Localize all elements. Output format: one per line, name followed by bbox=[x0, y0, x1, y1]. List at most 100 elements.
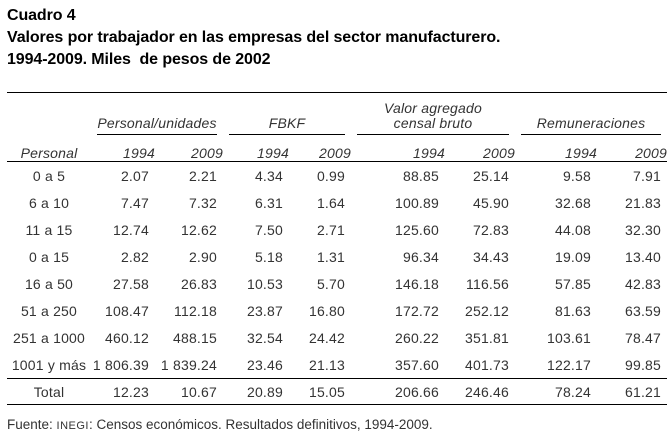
cell-value: 7.32 bbox=[188, 194, 217, 211]
corner-cell bbox=[7, 93, 91, 136]
cell-value: 34.43 bbox=[472, 248, 509, 265]
cell-value: 7.50 bbox=[254, 221, 283, 238]
cell-value: 172.72 bbox=[394, 302, 439, 319]
cell-value: 16.80 bbox=[308, 302, 345, 319]
row-label: 51 a 250 bbox=[20, 302, 78, 319]
cell-value: 32.54 bbox=[246, 329, 283, 346]
row-label: 11 a 15 bbox=[25, 221, 73, 238]
cell-value: 460.12 bbox=[104, 329, 149, 346]
row-label: 16 a 50 bbox=[24, 275, 74, 292]
table-caption: Cuadro 4 Valores por trabajador en las e… bbox=[7, 5, 671, 71]
table-row: 6 a 10 7.47 7.32 6.31 1.64 100.89 45.90 … bbox=[7, 189, 667, 216]
year-column-header: 1994 bbox=[91, 135, 155, 162]
cell-value: 401.73 bbox=[464, 356, 509, 373]
cell-value: 2.82 bbox=[120, 248, 149, 265]
table-row: 1001 y más 1 806.39 1 839.24 23.46 21.13… bbox=[7, 351, 667, 379]
year-column-header: 2009 bbox=[289, 135, 351, 162]
cell-value: 103.61 bbox=[546, 329, 591, 346]
cell-value: 20.89 bbox=[223, 378, 289, 405]
cell-value: 5.18 bbox=[254, 248, 283, 265]
cell-value: 10.67 bbox=[155, 378, 223, 405]
table-number: Cuadro 4 bbox=[7, 7, 76, 24]
row-label: 1001 y más bbox=[11, 356, 87, 373]
table-title-line2: 1994-2009. Miles de pesos de 2002 bbox=[7, 51, 271, 68]
cell-value: 112.18 bbox=[174, 302, 217, 319]
cell-value: 61.21 bbox=[597, 378, 668, 405]
cell-value: 1 839.24 bbox=[160, 356, 217, 373]
cell-value: 27.58 bbox=[112, 275, 149, 292]
cell-value: 0.99 bbox=[316, 167, 345, 184]
cell-value: 24.42 bbox=[308, 329, 345, 346]
cell-value: 488.15 bbox=[172, 329, 217, 346]
year-column-header: 1994 bbox=[223, 135, 289, 162]
column-group-remuneraciones: Remuneraciones bbox=[515, 93, 667, 135]
cell-value: 78.24 bbox=[515, 378, 597, 405]
year-column-header: 1994 bbox=[351, 135, 445, 162]
cell-value: 6.31 bbox=[254, 194, 283, 211]
table-row: 251 a 1000 460.12 488.15 32.54 24.42 260… bbox=[7, 324, 667, 351]
column-group-valor-agregado: Valor agregado censal bruto bbox=[351, 93, 515, 135]
cell-value: 15.05 bbox=[289, 378, 351, 405]
cell-value: 88.85 bbox=[402, 167, 439, 184]
cell-value: 1.31 bbox=[316, 248, 345, 265]
cell-value: 12.74 bbox=[112, 221, 149, 238]
cell-value: 125.60 bbox=[394, 221, 439, 238]
group-underline: Valor agregado censal bruto bbox=[357, 101, 509, 135]
cell-value: 32.68 bbox=[554, 194, 591, 211]
source-text: : Censos económicos. Resultados definiti… bbox=[88, 417, 433, 432]
year-column-header: 1994 bbox=[515, 135, 597, 162]
cell-value: 32.30 bbox=[624, 221, 662, 238]
table-row: 0 a 15 2.82 2.90 5.18 1.31 96.34 34.43 1… bbox=[7, 243, 667, 270]
column-group-fbkf: FBKF bbox=[223, 93, 351, 135]
cell-value: 63.59 bbox=[624, 302, 662, 319]
cell-value: 99.85 bbox=[624, 356, 662, 373]
column-group-personal-unidades: Personal/unidades bbox=[91, 93, 223, 135]
cell-value: 2.71 bbox=[316, 221, 345, 238]
column-group-row: Personal/unidades FBKF Valor agregado ce… bbox=[7, 93, 667, 136]
cell-value: 108.47 bbox=[104, 302, 149, 319]
total-row: Total 12.23 10.67 20.89 15.05 206.66 246… bbox=[7, 378, 668, 405]
cell-value: 1 806.39 bbox=[92, 356, 149, 373]
group-label: FBKF bbox=[268, 115, 306, 131]
source-prefix: Fuente: bbox=[7, 417, 57, 432]
table-row: 11 a 15 12.74 12.62 7.50 2.71 125.60 72.… bbox=[7, 216, 667, 243]
cell-value: 25.14 bbox=[472, 167, 509, 184]
row-label: 0 a 5 bbox=[32, 167, 66, 184]
cell-value: 252.12 bbox=[464, 302, 509, 319]
group-underline: FBKF bbox=[229, 116, 345, 135]
cell-value: 357.60 bbox=[394, 356, 439, 373]
cell-value: 78.47 bbox=[624, 329, 662, 346]
inegi-acronym: INEGI bbox=[56, 420, 89, 432]
table-container: Personal/unidades FBKF Valor agregado ce… bbox=[7, 92, 671, 405]
table-row: 16 a 50 27.58 26.83 10.53 5.70 146.18 11… bbox=[7, 270, 667, 297]
group-underline: Remuneraciones bbox=[521, 116, 662, 135]
row-label: 0 a 15 bbox=[28, 248, 70, 265]
year-header-row: Personal 1994 2009 1994 2009 1994 2009 1… bbox=[7, 135, 668, 162]
cell-value: 19.09 bbox=[554, 248, 591, 265]
cell-value: 7.91 bbox=[632, 167, 662, 184]
group-label: Personal/unidades bbox=[97, 115, 217, 131]
row-label: Total bbox=[7, 378, 91, 405]
year-column-header: 2009 bbox=[597, 135, 668, 162]
cell-value: 2.90 bbox=[188, 248, 217, 265]
source-note: Fuente: INEGI: Censos económicos. Result… bbox=[7, 417, 671, 432]
cell-value: 81.63 bbox=[554, 302, 591, 319]
cell-value: 96.34 bbox=[402, 248, 439, 265]
cell-value: 260.22 bbox=[394, 329, 439, 346]
cell-value: 10.53 bbox=[246, 275, 283, 292]
group-label: Valor agregado censal bruto bbox=[383, 100, 483, 131]
cell-value: 23.87 bbox=[246, 302, 283, 319]
cell-value: 9.58 bbox=[562, 167, 591, 184]
cell-value: 100.89 bbox=[394, 194, 439, 211]
data-table: Personal/unidades FBKF Valor agregado ce… bbox=[7, 92, 668, 405]
cell-value: 246.46 bbox=[445, 378, 515, 405]
cell-value: 2.07 bbox=[120, 167, 149, 184]
cell-value: 21.13 bbox=[308, 356, 345, 373]
cell-value: 23.46 bbox=[246, 356, 283, 373]
cell-value: 351.81 bbox=[464, 329, 509, 346]
cell-value: 21.83 bbox=[624, 194, 662, 211]
cell-value: 44.08 bbox=[554, 221, 591, 238]
cell-value: 12.23 bbox=[91, 378, 155, 405]
year-column-header: 2009 bbox=[155, 135, 223, 162]
